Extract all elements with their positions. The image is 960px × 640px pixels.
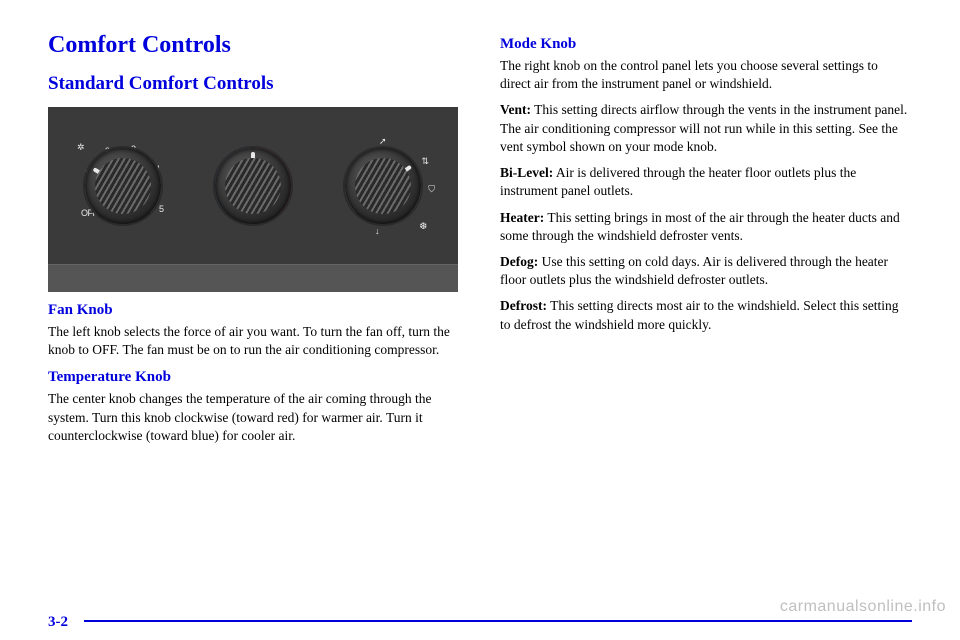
section-subtitle: Standard Comfort Controls <box>48 73 460 95</box>
fan-knob-heading: Fan Knob <box>48 302 460 319</box>
footer-rule <box>84 620 912 622</box>
right-column: Mode Knob The right knob on the control … <box>500 32 912 453</box>
fan-knob-text: The left knob selects the force of air y… <box>48 323 460 359</box>
left-column: Comfort Controls Standard Comfort Contro… <box>48 32 460 453</box>
climate-panel-figure: OFF 1 2 3 4 5 ✲ <box>48 107 458 292</box>
page-number: 3-2 <box>48 614 74 631</box>
page-title: Comfort Controls <box>48 32 460 59</box>
fan-knob <box>85 148 161 224</box>
temperature-dial <box>205 138 301 234</box>
mode-vent: Vent: This setting directs airflow throu… <box>500 101 912 156</box>
mode-pointer <box>397 164 412 176</box>
temperature-knob-heading: Temperature Knob <box>48 369 460 386</box>
climate-panel-face: OFF 1 2 3 4 5 ✲ <box>48 107 458 264</box>
mode-vent-text: This setting directs airflow through the… <box>500 102 907 153</box>
page: Comfort Controls Standard Comfort Contro… <box>0 0 960 640</box>
mode-knob-heading: Mode Knob <box>500 36 912 53</box>
mode-defrost-label: Defrost: <box>500 298 547 313</box>
mode-defog: Defog: Use this setting on cold days. Ai… <box>500 253 912 289</box>
mode-bilevel-text: Air is delivered through the heater floo… <box>500 165 856 198</box>
mode-heater-label: Heater: <box>500 210 544 225</box>
fan-icon: ✲ <box>77 142 85 153</box>
mode-defrost: Defrost: This setting directs most air t… <box>500 297 912 333</box>
heater-icon: ↓ <box>375 226 380 236</box>
climate-panel-base <box>48 264 458 292</box>
mode-defrost-text: This setting directs most air to the win… <box>500 298 898 331</box>
mode-heater-text: This setting brings in most of the air t… <box>500 210 900 243</box>
temperature-knob-text: The center knob changes the temperature … <box>48 390 460 445</box>
bilevel-icon: ⇅ <box>421 156 429 167</box>
mode-vent-label: Vent: <box>500 102 531 117</box>
fan-dial: OFF 1 2 3 4 5 ✲ <box>75 138 171 234</box>
defrost-icon: ❆ <box>419 221 427 232</box>
mode-knob <box>345 148 421 224</box>
page-footer: 3-2 <box>48 620 912 622</box>
watermark-text: carmanualsonline.info <box>780 598 946 616</box>
mode-bilevel-label: Bi-Level: <box>500 165 553 180</box>
mode-defog-text: Use this setting on cold days. Air is de… <box>500 254 888 287</box>
mode-defog-label: Defog: <box>500 254 538 269</box>
fan-pointer <box>93 167 109 178</box>
temperature-knob <box>215 148 291 224</box>
fan-mark-5: 5 <box>159 204 164 214</box>
temperature-pointer <box>251 152 255 168</box>
defog-icon: ⛉ <box>428 184 435 195</box>
mode-heater: Heater: This setting brings in most of t… <box>500 209 912 245</box>
columns: Comfort Controls Standard Comfort Contro… <box>48 32 912 453</box>
vent-icon: ➚ <box>379 136 387 147</box>
mode-bilevel: Bi-Level: Air is delivered through the h… <box>500 164 912 200</box>
mode-dial: ➚ ⇅ ⛉ ❆ ↓ <box>335 138 431 234</box>
mode-knob-intro: The right knob on the control panel lets… <box>500 57 912 93</box>
